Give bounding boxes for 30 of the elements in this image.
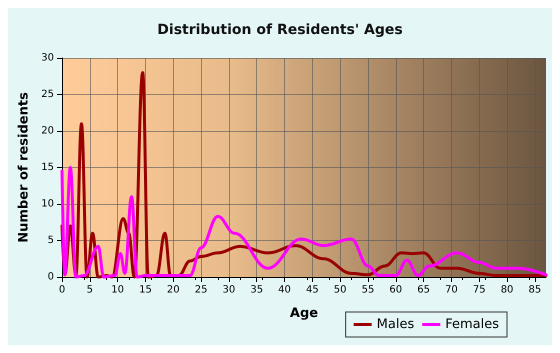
x-tick-label: 75 [472, 284, 486, 296]
y-tick-label: 20 [41, 126, 54, 136]
chart-title: Distribution of Residents' Ages [157, 22, 403, 38]
y-tick-label: 10 [41, 198, 54, 210]
x-tick-label: 0 [58, 284, 66, 296]
y-tick-label: 15 [41, 162, 54, 173]
y-axis-title: Number of residents [16, 92, 32, 243]
x-tick-label: 50 [334, 284, 347, 296]
y-tick-label: 0 [48, 272, 54, 282]
x-tick-label: 45 [306, 284, 319, 296]
legend-label: Males [376, 317, 414, 332]
x-tick-label: 70 [445, 284, 458, 296]
x-tick-label: 20 [166, 284, 180, 296]
x-tick-label: 40 [278, 284, 291, 296]
x-axis-title: Age [290, 306, 318, 321]
x-tick-label: 60 [389, 284, 402, 296]
y-tick-label: 25 [41, 89, 54, 100]
x-tick-label: 85 [528, 284, 542, 296]
x-tick-label: 55 [362, 284, 374, 296]
legend-label: Females [445, 317, 500, 332]
x-tick-label: 10 [111, 284, 124, 296]
x-tick-label: 25 [194, 284, 208, 296]
x-tick-label: 15 [139, 284, 152, 296]
y-tick-label: 30 [41, 52, 54, 64]
x-tick-label: 5 [86, 284, 94, 296]
x-tick-label: 30 [222, 284, 236, 296]
x-tick-label: 80 [500, 284, 514, 296]
x-tick-label: 65 [417, 284, 430, 296]
x-tick-label: 35 [250, 284, 264, 296]
y-tick-label: 5 [48, 235, 54, 246]
